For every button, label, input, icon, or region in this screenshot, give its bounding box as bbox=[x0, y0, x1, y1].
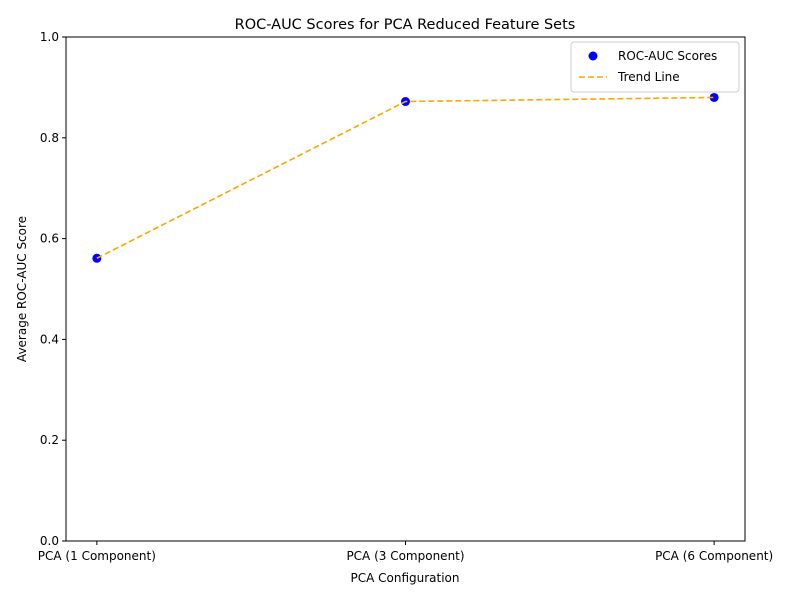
legend-marker-scatter bbox=[588, 51, 598, 61]
y-tick-label: 0.0 bbox=[40, 534, 59, 548]
x-tick-label: PCA (1 Component) bbox=[38, 549, 156, 563]
x-axis-label: PCA Configuration bbox=[350, 571, 459, 585]
chart-title: ROC-AUC Scores for PCA Reduced Feature S… bbox=[235, 17, 576, 33]
legend-label-line: Trend Line bbox=[617, 70, 680, 84]
y-tick-label: 1.0 bbox=[40, 30, 59, 44]
y-tick-label: 0.2 bbox=[40, 433, 59, 447]
legend-box bbox=[570, 41, 740, 93]
y-tick-label: 0.4 bbox=[40, 332, 59, 346]
y-axis-label: Average ROC-AUC Score bbox=[15, 216, 29, 362]
scatter-point bbox=[709, 92, 719, 102]
y-tick-label: 0.6 bbox=[40, 232, 59, 246]
legend: ROC-AUC Scores Trend Line bbox=[570, 41, 740, 93]
plot-area: 0.0 0.2 0.4 0.6 0.8 1.0 PCA (1 Component) PCA (… bbox=[38, 30, 773, 563]
x-tick-label: PCA (3 Component) bbox=[346, 549, 464, 563]
trend-line bbox=[96, 96, 715, 259]
legend-label-scatter: ROC-AUC Scores bbox=[618, 49, 717, 63]
x-tick-label: PCA (6 Component) bbox=[655, 549, 773, 563]
y-tick-label: 0.8 bbox=[40, 131, 59, 145]
